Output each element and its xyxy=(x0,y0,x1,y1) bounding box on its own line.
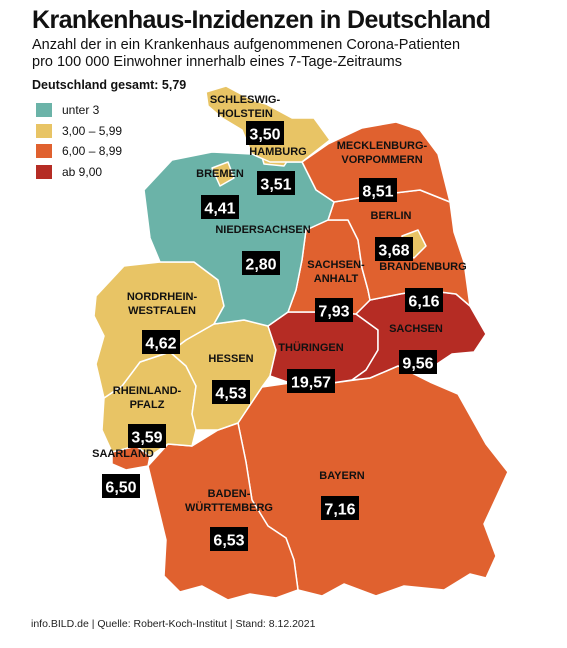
value-mecklenburgvorpommern: 8,51 xyxy=(362,184,393,201)
value-thueringen: 19,57 xyxy=(291,375,331,392)
state-label-saarland: SAARLAND 6,50 xyxy=(92,448,154,498)
value-sachsen: 9,56 xyxy=(402,356,433,373)
value-box-niedersachsen xyxy=(242,251,280,275)
state-name-nordrheinwestfalen: NORDRHEIN- xyxy=(127,291,198,303)
germany-total: Deutschland gesamt: 5,79 xyxy=(32,78,187,92)
legend-swatch-max xyxy=(36,164,52,179)
value-schleswigholstein: 3,50 xyxy=(249,127,280,144)
value-saarland: 6,50 xyxy=(105,480,136,497)
state-label-hamburg: HAMBURG 3,51 xyxy=(249,146,307,195)
state-label-badenwuerttemberg: BADEN-WÜRTTEMBERG 6,53 xyxy=(185,488,273,551)
state-label-nordrheinwestfalen: NORDRHEIN- WESTFALEN 4,62 xyxy=(127,291,198,354)
state-name-bayern: BAYERN xyxy=(319,470,364,482)
legend-item-high: 6,00 – 8,99 xyxy=(36,141,122,162)
value-box-bremen xyxy=(201,195,239,219)
legend-label-mid: 3,00 – 5,99 xyxy=(62,123,123,138)
state-label-schleswigholstein: SCHLESWIG- HOLSTEIN 3,50 xyxy=(210,94,284,145)
value-nordrheinwestfalen: 4,62 xyxy=(145,336,176,353)
value-box-hamburg xyxy=(257,171,295,195)
state-name-hamburg: HAMBURG xyxy=(249,146,306,158)
legend-swatch-mid xyxy=(36,123,52,138)
state-labels: SCHLESWIG- HOLSTEIN 3,50 HAMBURG 3,51 MECKLEN… xyxy=(92,94,467,551)
value-box-nordrheinwestfalen xyxy=(142,330,180,354)
state-name-brandenburg: BRANDENBURG xyxy=(379,261,466,273)
state-label-niedersachsen: NIEDERSACHSEN 2,80 xyxy=(215,224,311,275)
subtitle-line-2: pro 100 000 Einwohner innerhalb eines 7-… xyxy=(32,54,402,70)
legend-swatch-low xyxy=(36,103,52,118)
state-name-bremen: BREMEN xyxy=(196,168,244,180)
state-name-berlin: BERLIN xyxy=(371,210,412,222)
state-label-berlin: BERLIN 3,68 xyxy=(371,210,413,261)
legend-label-max: ab 9,00 xyxy=(62,164,103,179)
legend-swatch-high xyxy=(36,144,52,159)
state-name-rheinlandpfalz: RHEINLAND- xyxy=(113,385,182,397)
page-title: Krankenhaus-Inzidenzen in Deutschland xyxy=(32,6,491,34)
value-box-berlin xyxy=(375,237,413,261)
state-name-schleswigholstein: SCHLESWIG- xyxy=(210,94,281,106)
legend-label-low: unter 3 xyxy=(62,103,100,118)
value-bremen: 4,41 xyxy=(204,201,235,218)
legend-item-mid: 3,00 – 5,99 xyxy=(36,121,122,142)
value-hamburg: 3,51 xyxy=(260,177,291,194)
subtitle: Anzahl der in ein Krankenhaus aufgenomme… xyxy=(32,37,460,71)
state-label-thueringen: THÜRINGEN 19,57 xyxy=(278,341,344,393)
state-label-sachsenanhalt: SACHSEN- ANHALT 7,93 xyxy=(307,259,365,322)
state-label-hessen: HESSEN 4,53 xyxy=(208,353,254,404)
value-berlin: 3,68 xyxy=(378,243,409,260)
state-name-schleswigholstein: HOLSTEIN xyxy=(217,108,273,120)
subtitle-line-1: Anzahl der in ein Krankenhaus aufgenomme… xyxy=(32,37,461,53)
state-name-mecklenburgvorpommern: MECKLENBURG- xyxy=(337,140,428,152)
state-label-brandenburg: BRANDENBURG 6,16 xyxy=(379,261,467,312)
legend: unter 3 3,00 – 5,99 6,00 – 8,99 ab 9,00 xyxy=(36,100,122,182)
state-name-sachsenanhalt: ANHALT xyxy=(314,273,359,285)
state-name-nordrheinwestfalen: WESTFALEN xyxy=(128,305,196,317)
state-label-bremen: BREMEN 4,41 xyxy=(196,168,244,219)
value-badenwuerttemberg: 6,53 xyxy=(213,533,244,550)
value-box-rheinlandpfalz xyxy=(128,424,166,448)
state-label-rheinlandpfalz: RHEINLAND- PFALZ 3,59 xyxy=(113,385,182,448)
value-brandenburg: 6,16 xyxy=(408,294,439,311)
state-name-rheinlandpfalz: PFALZ xyxy=(130,399,165,411)
state-name-badenwuerttemberg: WÜRTTEMBERG xyxy=(185,501,273,514)
state-label-mecklenburgvorpommern: MECKLENBURG- VORPOMMERN 8,51 xyxy=(337,140,428,202)
value-box-sachsen xyxy=(399,350,437,374)
state-label-bayern: BAYERN 7,16 xyxy=(319,470,365,520)
value-box-saarland xyxy=(102,474,140,498)
value-box-mecklenburgvorpommern xyxy=(359,178,397,202)
state-name-hessen: HESSEN xyxy=(208,353,253,365)
legend-label-high: 6,00 – 8,99 xyxy=(62,144,123,159)
region-bremen xyxy=(211,161,235,187)
state-name-niedersachsen: NIEDERSACHSEN xyxy=(215,224,310,236)
value-box-schleswigholstein xyxy=(246,121,284,145)
state-name-sachsenanhalt: SACHSEN- xyxy=(307,259,365,271)
state-name-sachsen: SACHSEN xyxy=(389,323,443,335)
source-note: info.BILD.de | Quelle: Robert-Koch-Insti… xyxy=(31,618,316,630)
legend-item-low: unter 3 xyxy=(36,100,122,121)
state-label-sachsen: SACHSEN 9,56 xyxy=(389,323,443,374)
value-box-hessen xyxy=(212,380,250,404)
value-box-brandenburg xyxy=(405,288,443,312)
value-box-thueringen xyxy=(287,369,335,393)
state-name-thueringen: THÜRINGEN xyxy=(278,341,343,354)
legend-item-max: ab 9,00 xyxy=(36,162,122,183)
value-sachsenanhalt: 7,93 xyxy=(318,304,349,321)
value-hessen: 4,53 xyxy=(215,386,246,403)
value-rheinlandpfalz: 3,59 xyxy=(131,430,162,447)
state-name-mecklenburgvorpommern: VORPOMMERN xyxy=(341,154,422,166)
value-niedersachsen: 2,80 xyxy=(245,257,276,274)
value-bayern: 7,16 xyxy=(324,502,355,519)
value-box-bayern xyxy=(321,496,359,520)
state-name-saarland: SAARLAND xyxy=(92,448,154,460)
value-box-sachsenanhalt xyxy=(315,298,353,322)
value-box-badenwuerttemberg xyxy=(210,527,248,551)
state-name-badenwuerttemberg: BADEN- xyxy=(208,488,251,500)
